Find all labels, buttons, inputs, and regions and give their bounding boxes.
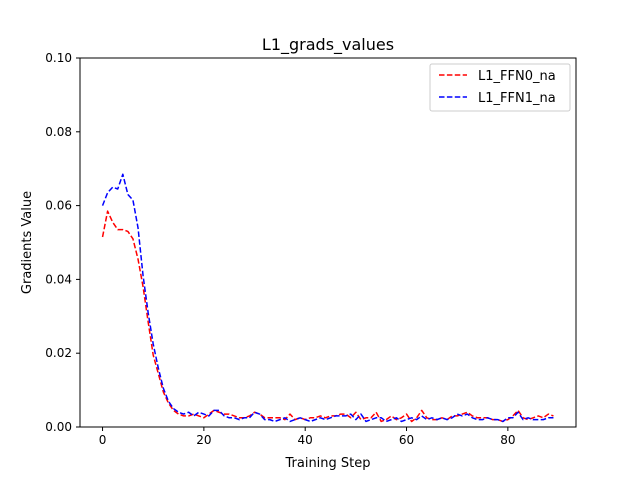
series-line-1: [101, 173, 554, 423]
plot-area: [80, 58, 576, 427]
x-axis-label: Training Step: [284, 456, 370, 471]
legend: L1_FFN0_na L1_FFN1_na: [429, 63, 571, 112]
x-axis-ticks: 0 20 40 60 80: [99, 427, 515, 447]
y-tick-label-0: 0.00: [45, 420, 72, 434]
y-axis-ticks: 0.00 0.02 0.04 0.06 0.08 0.10: [45, 51, 80, 434]
x-tick-label-2: 40: [298, 433, 313, 447]
series-line-0: [101, 210, 554, 423]
legend-label-series-0: L1_FFN0_na: [478, 69, 556, 84]
series-layer: [101, 173, 554, 423]
y-tick-label-4: 0.08: [45, 125, 72, 139]
y-tick-label-1: 0.02: [45, 346, 72, 360]
y-axis-label: Gradients Value: [20, 191, 35, 294]
y-tick-label-2: 0.04: [45, 272, 72, 286]
y-tick-label-5: 0.10: [45, 51, 72, 65]
x-tick-label-3: 60: [399, 433, 414, 447]
plot-frame: [79, 57, 577, 428]
x-tick-label-1: 20: [196, 433, 211, 447]
chart-title: L1_grads_values: [262, 35, 394, 55]
y-tick-label-3: 0.06: [45, 199, 72, 213]
legend-label-series-1: L1_FFN1_na: [478, 91, 556, 106]
x-tick-label-4: 80: [500, 433, 515, 447]
x-tick-label-0: 0: [99, 433, 107, 447]
